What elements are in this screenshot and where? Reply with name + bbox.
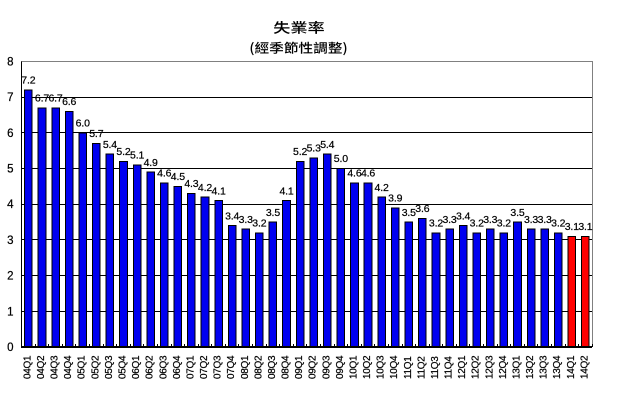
svg-text:3.5: 3.5 — [266, 207, 280, 219]
svg-text:6: 6 — [7, 128, 13, 140]
svg-text:4.5: 4.5 — [171, 171, 185, 183]
svg-text:5.2: 5.2 — [116, 146, 130, 158]
svg-text:06Q4: 06Q4 — [172, 355, 183, 379]
svg-text:3.3: 3.3 — [442, 214, 456, 226]
svg-text:3.5: 3.5 — [402, 207, 416, 219]
svg-text:3.3: 3.3 — [483, 214, 497, 226]
svg-text:3.3: 3.3 — [239, 214, 253, 226]
svg-text:10Q3: 10Q3 — [376, 355, 387, 379]
svg-text:4.6: 4.6 — [347, 167, 361, 179]
svg-text:3.9: 3.9 — [388, 192, 402, 204]
svg-text:6.7: 6.7 — [35, 93, 49, 105]
svg-text:3.2: 3.2 — [429, 217, 443, 229]
svg-text:14Q2: 14Q2 — [579, 355, 590, 379]
svg-text:11Q2: 11Q2 — [416, 356, 427, 379]
svg-text:06Q1: 06Q1 — [131, 355, 142, 379]
svg-text:5.1: 5.1 — [130, 150, 144, 162]
svg-text:10Q4: 10Q4 — [389, 355, 400, 379]
svg-text:2: 2 — [7, 271, 13, 283]
svg-text:6.6: 6.6 — [62, 96, 76, 108]
svg-text:09Q3: 09Q3 — [321, 355, 332, 379]
svg-text:07Q4: 07Q4 — [226, 355, 237, 379]
svg-text:0: 0 — [7, 342, 13, 354]
svg-text:04Q3: 04Q3 — [50, 355, 61, 379]
svg-text:05Q1: 05Q1 — [77, 355, 88, 379]
svg-text:4.3: 4.3 — [184, 178, 198, 190]
svg-text:3.2: 3.2 — [497, 217, 511, 229]
svg-text:3.2: 3.2 — [470, 217, 484, 229]
svg-text:04Q4: 04Q4 — [63, 355, 74, 379]
svg-text:5.3: 5.3 — [307, 142, 321, 154]
svg-text:3.1: 3.1 — [578, 221, 592, 233]
svg-text:4.1: 4.1 — [212, 185, 226, 197]
svg-text:09Q4: 09Q4 — [335, 355, 346, 379]
svg-text:04Q2: 04Q2 — [36, 355, 47, 379]
svg-text:13Q1: 13Q1 — [511, 355, 522, 379]
svg-text:11Q3: 11Q3 — [430, 356, 441, 379]
svg-text:4.2: 4.2 — [375, 182, 389, 194]
svg-text:4.1: 4.1 — [279, 185, 293, 197]
svg-text:10Q1: 10Q1 — [348, 355, 359, 379]
svg-text:09Q2: 09Q2 — [308, 355, 319, 379]
svg-text:3.2: 3.2 — [252, 217, 266, 229]
svg-text:5.4: 5.4 — [320, 139, 334, 151]
svg-text:05Q3: 05Q3 — [104, 355, 115, 379]
svg-text:06Q3: 06Q3 — [158, 355, 169, 379]
svg-text:3.3: 3.3 — [524, 214, 538, 226]
svg-text:3.1: 3.1 — [565, 221, 579, 233]
svg-text:05Q2: 05Q2 — [90, 355, 101, 379]
svg-text:08Q2: 08Q2 — [253, 355, 264, 379]
svg-text:7.2: 7.2 — [21, 75, 35, 87]
svg-text:04Q1: 04Q1 — [22, 355, 33, 379]
svg-text:12Q3: 12Q3 — [484, 355, 495, 379]
svg-text:4.2: 4.2 — [198, 182, 212, 194]
svg-text:7: 7 — [7, 92, 13, 104]
svg-text:5.0: 5.0 — [334, 153, 348, 165]
svg-text:6.7: 6.7 — [48, 93, 62, 105]
svg-text:5.7: 5.7 — [89, 128, 103, 140]
svg-text:3.2: 3.2 — [551, 217, 565, 229]
svg-text:13Q4: 13Q4 — [552, 355, 563, 379]
svg-text:6.0: 6.0 — [76, 118, 90, 130]
svg-text:07Q2: 07Q2 — [199, 355, 210, 379]
svg-text:08Q3: 08Q3 — [267, 355, 278, 379]
svg-text:4.6: 4.6 — [361, 167, 375, 179]
svg-text:12Q4: 12Q4 — [498, 355, 509, 379]
svg-text:4.6: 4.6 — [157, 167, 171, 179]
svg-text:07Q1: 07Q1 — [185, 355, 196, 379]
svg-text:09Q1: 09Q1 — [294, 355, 305, 379]
svg-text:5.2: 5.2 — [293, 146, 307, 158]
svg-text:4.9: 4.9 — [144, 157, 158, 169]
svg-text:07Q3: 07Q3 — [213, 355, 224, 379]
svg-text:3.5: 3.5 — [510, 207, 524, 219]
svg-text:12Q1: 12Q1 — [457, 355, 468, 379]
svg-text:1: 1 — [7, 306, 13, 318]
svg-text:4: 4 — [7, 199, 14, 211]
svg-text:5.4: 5.4 — [103, 139, 117, 151]
svg-text:8: 8 — [7, 56, 13, 68]
svg-text:11Q4: 11Q4 — [444, 356, 455, 379]
svg-text:08Q1: 08Q1 — [240, 355, 251, 379]
svg-text:06Q2: 06Q2 — [145, 355, 156, 379]
svg-text:05Q4: 05Q4 — [117, 355, 128, 379]
svg-text:13Q2: 13Q2 — [525, 355, 536, 379]
svg-text:13Q3: 13Q3 — [539, 355, 550, 379]
svg-text:5: 5 — [7, 164, 13, 176]
svg-text:3.6: 3.6 — [415, 203, 429, 215]
svg-text:3.4: 3.4 — [456, 210, 470, 222]
svg-text:11Q1: 11Q1 — [403, 356, 414, 379]
svg-text:3.3: 3.3 — [538, 214, 552, 226]
svg-text:08Q4: 08Q4 — [281, 355, 292, 379]
svg-text:12Q2: 12Q2 — [471, 355, 482, 379]
svg-text:3.4: 3.4 — [225, 210, 239, 222]
svg-text:14Q1: 14Q1 — [566, 355, 577, 379]
svg-text:3: 3 — [7, 235, 13, 247]
svg-text:10Q2: 10Q2 — [362, 355, 373, 379]
